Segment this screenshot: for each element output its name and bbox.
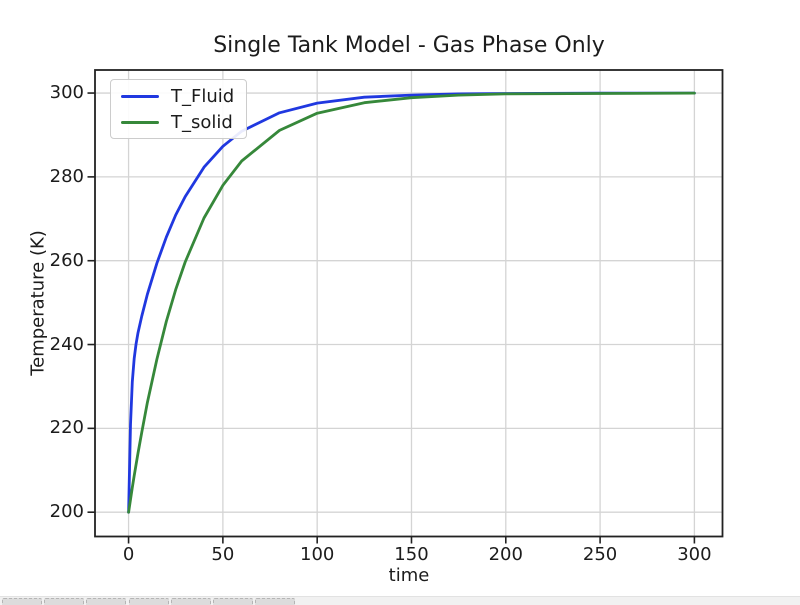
toolbar-button[interactable] [213,598,253,605]
toolbar-button[interactable] [170,598,211,605]
x-axis-label: time [388,565,430,586]
x-tick-label: 250 [582,544,618,565]
toolbar-button[interactable] [44,598,85,605]
x-tick-label: 100 [299,544,335,565]
y-tick-label: 280 [49,165,84,187]
toolbar-button[interactable] [2,598,42,605]
x-tick-label: 200 [488,544,523,565]
axes-spines [94,69,724,538]
series-line-t_solid [127,91,696,514]
tsolid-line-swatch [121,120,159,124]
toolbar-button[interactable] [255,598,296,605]
y-tick-label: 240 [49,333,84,355]
x-tick-label: 50 [211,544,235,565]
y-tick-label: 260 [49,249,84,271]
x-tick-label: 0 [122,544,135,565]
legend-entry-tsolid: T_solid [121,109,234,135]
legend: T_Fluid T_solid [110,79,248,139]
legend-entry-tfluid: T_Fluid [121,83,234,109]
figure-toolbar [0,596,800,605]
chart-title: Single Tank Model - Gas Phase Only [213,33,605,58]
tfluid-line-swatch [121,94,159,98]
legend-label-tsolid: T_solid [171,111,233,133]
series-line-t_fluid [127,91,696,514]
legend-label-tfluid: T_Fluid [171,85,235,107]
x-tick-label: 150 [394,544,429,565]
y-tick-label: 200 [49,501,84,523]
toolbar-button[interactable] [86,598,127,605]
x-tick-label: 300 [677,544,712,565]
toolbar-button[interactable] [128,598,169,605]
y-tick-label: 300 [49,82,84,104]
y-tick-label: 220 [49,417,84,439]
